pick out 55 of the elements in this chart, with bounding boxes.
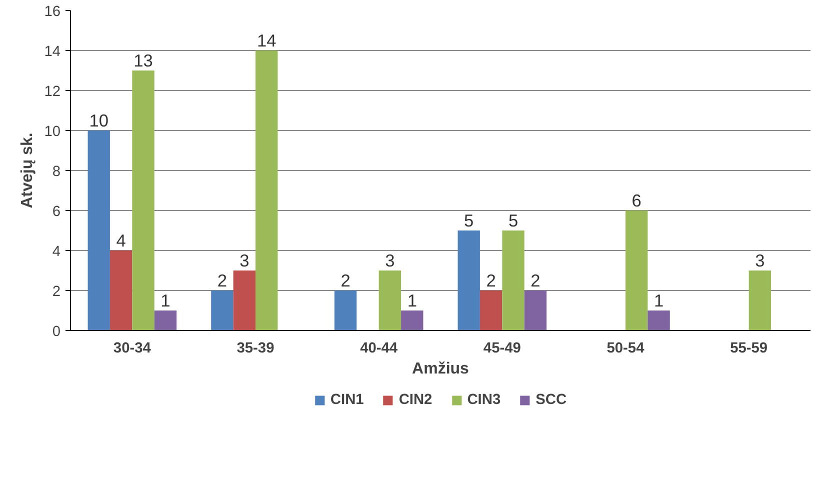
y-tick-label: 2 bbox=[52, 284, 61, 300]
data-label: 1 bbox=[407, 290, 417, 310]
data-label: 5 bbox=[508, 210, 518, 230]
legend-label: SCC bbox=[536, 392, 567, 408]
bar bbox=[256, 50, 278, 330]
data-label: 3 bbox=[240, 250, 250, 270]
x-tick-label: 40-44 bbox=[360, 340, 398, 356]
legend-label: CIN2 bbox=[398, 392, 432, 408]
bar bbox=[132, 70, 154, 330]
data-label: 3 bbox=[755, 250, 765, 270]
x-axis-title: Amžius bbox=[412, 360, 470, 378]
x-tick-label: 55-59 bbox=[730, 340, 768, 356]
y-axis-title: Atvejų sk. bbox=[19, 132, 36, 208]
y-tick-label: 14 bbox=[44, 44, 61, 60]
data-label: 3 bbox=[385, 250, 395, 270]
data-label: 2 bbox=[486, 270, 496, 290]
data-label: 6 bbox=[632, 190, 642, 210]
data-label: 14 bbox=[256, 30, 277, 50]
bar bbox=[154, 310, 177, 330]
data-label: 2 bbox=[217, 270, 228, 290]
x-tick-label: 45-49 bbox=[483, 340, 521, 356]
data-label: 10 bbox=[89, 110, 109, 130]
y-tick-label: 6 bbox=[52, 204, 61, 220]
y-tick-label: 0 bbox=[52, 324, 61, 340]
bar bbox=[110, 250, 132, 330]
data-label: 1 bbox=[654, 290, 664, 310]
bar bbox=[458, 230, 480, 330]
data-label: 4 bbox=[116, 230, 126, 250]
data-label: 2 bbox=[530, 270, 540, 290]
bar bbox=[401, 310, 424, 330]
y-tick-label: 8 bbox=[52, 164, 61, 180]
data-label: 13 bbox=[134, 50, 153, 70]
bar bbox=[648, 310, 670, 330]
data-label: 5 bbox=[464, 210, 474, 230]
data-label: 1 bbox=[160, 290, 170, 310]
y-tick-label: 12 bbox=[44, 84, 61, 100]
x-tick-label: 30-34 bbox=[113, 340, 152, 356]
bar bbox=[211, 290, 234, 330]
bar bbox=[502, 230, 524, 330]
legend-label: CIN3 bbox=[467, 392, 501, 408]
bar bbox=[233, 270, 256, 330]
y-tick-label: 16 bbox=[44, 4, 61, 20]
y-tick-label: 10 bbox=[44, 124, 61, 140]
bar bbox=[480, 290, 502, 330]
x-tick-label: 50-54 bbox=[606, 340, 646, 356]
bar bbox=[524, 290, 547, 330]
bar bbox=[748, 270, 772, 330]
bar bbox=[88, 130, 110, 330]
bar bbox=[334, 290, 357, 330]
x-tick-label: 35-39 bbox=[236, 340, 274, 356]
bar bbox=[378, 270, 402, 330]
legend-label: CIN1 bbox=[330, 392, 364, 408]
bar bbox=[626, 210, 648, 330]
data-label: 2 bbox=[340, 270, 350, 290]
y-tick-label: 4 bbox=[52, 244, 61, 260]
